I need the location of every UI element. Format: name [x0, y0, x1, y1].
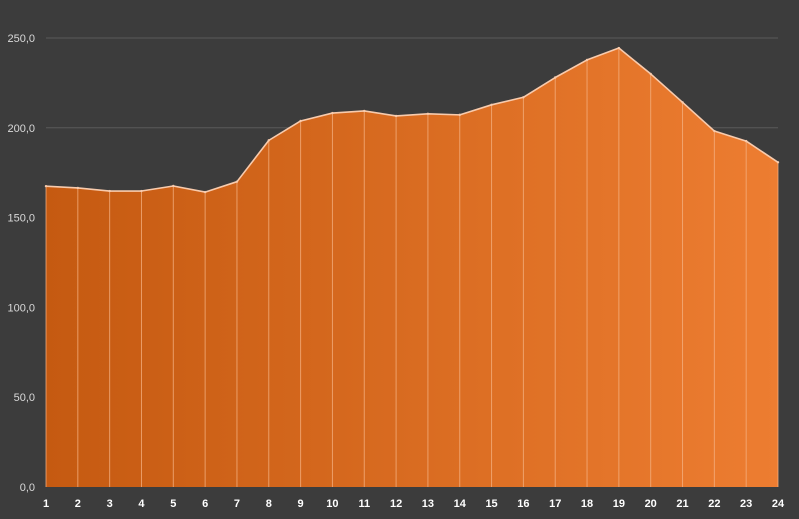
x-tick-label: 6 — [202, 498, 208, 510]
y-tick-label: 100,0 — [7, 302, 35, 314]
x-tick-label: 2 — [75, 498, 81, 510]
x-tick-label: 16 — [517, 498, 529, 510]
data-point — [713, 129, 716, 133]
x-tick-label: 14 — [454, 498, 467, 510]
x-tick-label: 18 — [581, 498, 593, 510]
data-point — [299, 119, 302, 123]
x-axis-tick-labels: 1 2 3 4 5 6 7 8 9 10 11 12 13 14 15 16 17 18 19 20 21 22 23 24 — [43, 498, 785, 510]
y-tick-label: 0,0 — [20, 482, 35, 494]
data-point — [44, 184, 48, 188]
x-tick-label: 3 — [107, 498, 113, 510]
x-tick-label: 4 — [138, 498, 145, 510]
x-tick-label: 1 — [43, 498, 49, 510]
data-point — [585, 58, 589, 62]
data-point — [172, 184, 175, 188]
data-point — [203, 190, 207, 194]
x-tick-label: 17 — [549, 498, 561, 510]
y-tick-label: 150,0 — [7, 213, 35, 225]
data-point — [76, 186, 80, 190]
x-tick-label: 9 — [298, 498, 304, 510]
data-point — [554, 76, 557, 79]
data-point — [267, 139, 270, 142]
x-tick-label: 23 — [740, 498, 752, 510]
y-tick-label: 250,0 — [7, 33, 35, 45]
data-point — [235, 180, 239, 183]
data-point — [426, 112, 430, 115]
x-tick-label: 15 — [485, 498, 497, 510]
x-tick-label: 20 — [645, 498, 657, 510]
data-point — [522, 96, 525, 99]
area-fill — [46, 48, 778, 488]
data-point — [744, 139, 748, 143]
y-axis-tick-labels: 0,0 50,0 100,0 150,0 200,0 250,0 — [7, 33, 35, 494]
data-point — [108, 189, 111, 193]
x-tick-label: 21 — [676, 498, 688, 510]
data-point — [490, 103, 493, 107]
x-tick-label: 11 — [358, 498, 370, 510]
x-tick-label: 12 — [390, 498, 402, 510]
x-tick-label: 10 — [326, 498, 338, 510]
data-point — [649, 72, 652, 76]
data-point — [776, 161, 780, 164]
x-tick-label: 8 — [266, 498, 272, 510]
data-point — [331, 111, 334, 115]
data-point — [363, 109, 366, 113]
x-tick-label: 5 — [170, 498, 176, 510]
y-tick-label: 50,0 — [14, 392, 35, 404]
data-point — [140, 189, 143, 193]
data-point — [617, 46, 621, 50]
series-line-path — [45, 47, 779, 193]
x-tick-label: 7 — [234, 498, 240, 510]
series-area — [46, 48, 778, 488]
category-dividers — [45, 48, 779, 487]
data-point — [394, 114, 398, 118]
x-tick-label: 22 — [708, 498, 720, 510]
x-tick-label: 24 — [772, 498, 785, 510]
x-tick-label: 13 — [422, 498, 434, 510]
data-point — [681, 101, 684, 104]
x-tick-label: 19 — [613, 498, 625, 510]
y-tick-label: 200,0 — [7, 123, 35, 135]
series-line — [44, 46, 780, 194]
data-point — [458, 113, 461, 117]
